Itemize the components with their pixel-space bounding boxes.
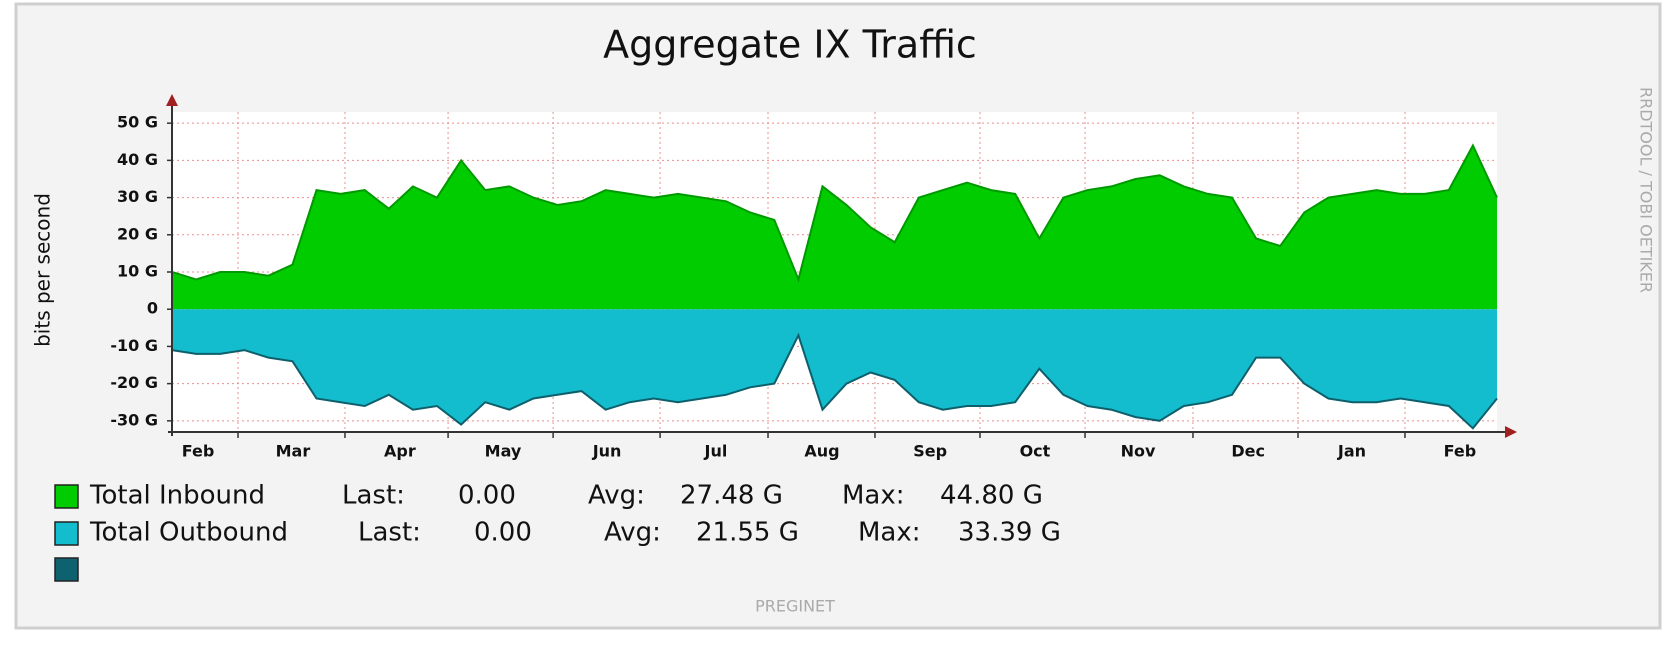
y-tick-label: 20 G [117,224,158,243]
x-tick-label: Aug [804,442,839,461]
x-tick-label: May [485,442,522,461]
legend-stat: Last: [358,518,421,548]
legend-stat: 27.48 G [680,481,783,511]
legend-stat: Max: [858,518,921,548]
y-tick-label: 0 [147,299,158,318]
legend-label: Total Outbound [89,518,288,548]
legend-swatch [54,521,79,546]
x-tick-label: Dec [1231,442,1265,461]
y-axis-label: bits per second [31,193,55,347]
area-outline [171,143,1498,283]
y-tick-label: -20 G [110,373,158,392]
x-tick-label: Mar [276,442,311,461]
y-tick-label: 40 G [117,150,158,169]
x-tick-label: Sep [913,442,947,461]
x-tick-label: Feb [1444,442,1477,461]
legend-stat: 0.00 [474,518,532,548]
x-axis-arrow [1505,426,1517,438]
legend-stat: 21.55 G [696,518,799,548]
side-label: RRDTOOL / TOBI OETIKER [1637,87,1656,293]
legend-stat: 33.39 G [958,518,1061,548]
y-tick-label: 30 G [117,187,158,206]
legend-stat: Avg: [604,518,661,548]
y-tick-label: 50 G [117,113,158,132]
y-tick-label: 10 G [117,262,158,281]
x-tick-label: Jun [592,442,622,461]
area [172,145,1497,310]
legend-swatch [54,484,79,509]
y-tick-label: -10 G [110,336,158,355]
y-axis-arrow [166,94,178,106]
x-tick-label: Jul [704,442,728,461]
legend-stat: Avg: [588,481,645,511]
y-tick-label: -30 G [110,410,158,429]
x-tick-label: Nov [1121,442,1156,461]
legend-stat: 0.00 [458,481,516,511]
chart-title: Aggregate IX Traffic [603,23,977,67]
area-outline [171,332,1498,430]
legend-stat: Last: [342,481,405,511]
legend-swatch [54,557,79,582]
x-tick-label: Oct [1020,442,1051,461]
x-tick-label: Jan [1337,442,1366,461]
area [172,309,1497,429]
x-tick-label: Feb [182,442,215,461]
legend-stat: 44.80 G [940,481,1043,511]
legend-stat: Max: [842,481,905,511]
legend-label: Total Inbound [89,481,265,511]
footer: PREGINET [755,597,835,616]
x-tick-label: Apr [384,442,416,461]
